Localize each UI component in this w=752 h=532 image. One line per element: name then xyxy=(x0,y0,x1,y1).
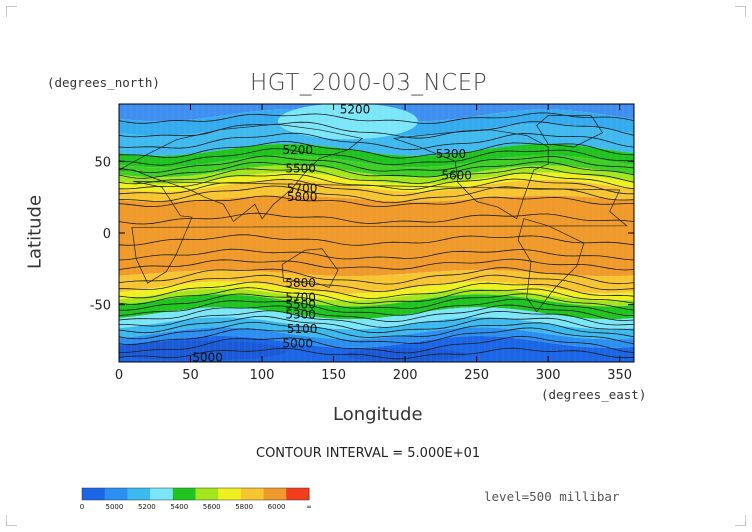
contour-value-label: 5300 xyxy=(285,308,316,322)
heatmap-band xyxy=(119,281,634,301)
contour-line xyxy=(119,321,634,340)
heatmap-band xyxy=(119,288,634,307)
contour-value-label: 5600 xyxy=(441,169,472,183)
contour-line xyxy=(119,327,634,346)
contour-value-label: 5700 xyxy=(285,291,316,305)
colorbar-label: 5600 xyxy=(203,503,221,511)
corner-mark-top-right xyxy=(735,6,746,17)
contour-value-label: 5500 xyxy=(285,298,316,312)
contour-line xyxy=(119,347,634,360)
x-tick-label: 250 xyxy=(464,368,489,383)
y-tick-label: 50 xyxy=(94,155,111,170)
south-low-region xyxy=(119,340,288,361)
colorbar-frame xyxy=(81,487,310,501)
colorbar-swatch xyxy=(195,488,219,500)
colorbar-label: ∞ xyxy=(306,503,312,511)
continent-outline xyxy=(517,218,585,313)
contour-interval-text: CONTOUR INTERVAL = 5.000E+01 xyxy=(256,446,481,461)
colorbar-swatch xyxy=(240,488,265,500)
colorbar-swatch xyxy=(286,488,310,500)
contour-line xyxy=(119,234,634,246)
colorbar-label: 5800 xyxy=(235,503,253,511)
colorbar-swatch xyxy=(218,488,242,500)
corner-mark-top-left xyxy=(6,6,17,17)
contour-value-label: 5800 xyxy=(285,276,316,290)
contour-line xyxy=(119,281,634,299)
contour-value-label: 5800 xyxy=(287,190,318,204)
x-tick-label: 150 xyxy=(321,368,346,383)
contour-line xyxy=(119,315,634,334)
contour-line xyxy=(119,298,634,316)
heatmap-band xyxy=(119,294,634,320)
contour-line xyxy=(119,195,634,208)
contour-line xyxy=(119,258,634,271)
x-tick-label: 300 xyxy=(536,368,561,383)
continent-outline xyxy=(119,123,364,223)
colorbar-swatch xyxy=(150,488,174,500)
corner-mark-bottom-left xyxy=(6,515,17,526)
x-units-label: (degrees_east) xyxy=(541,387,647,402)
contour-line xyxy=(119,287,634,305)
y-units-label: (degrees_north) xyxy=(47,75,160,90)
contour-value-label: 5500 xyxy=(285,162,316,176)
colorbar-label: 5200 xyxy=(138,503,156,511)
colorbar-label: 6000 xyxy=(268,503,286,511)
contour-value-label: 5200 xyxy=(283,143,314,157)
contour-line xyxy=(119,112,634,125)
level-label: level=500 millibar xyxy=(484,489,620,504)
north-low-region xyxy=(277,104,418,140)
x-tick-label: 350 xyxy=(607,368,632,383)
contour-line xyxy=(119,185,634,204)
contour-line xyxy=(119,132,634,151)
heatmap-band xyxy=(119,172,634,192)
contour-line xyxy=(119,212,634,225)
continent-outline xyxy=(131,181,628,284)
x-tick-label: 0 xyxy=(115,368,123,383)
contour-value-label: 5200 xyxy=(340,103,371,117)
colorbar-swatch xyxy=(82,488,106,500)
x-tick-label: 100 xyxy=(250,368,275,383)
colorbar-swatch xyxy=(104,488,128,500)
colorbar-label: 5000 xyxy=(106,503,124,511)
colorbar-swatch xyxy=(127,488,151,500)
contour-line xyxy=(119,335,634,354)
x-tick-label: 50 xyxy=(182,368,199,383)
contour-line xyxy=(119,274,634,293)
heatmap-band xyxy=(119,179,634,202)
y-tick-label: -50 xyxy=(90,299,111,314)
colorbar-swatch xyxy=(263,488,287,500)
heatmap-band xyxy=(119,155,634,178)
contour-line xyxy=(119,310,634,328)
corner-mark-bottom-right xyxy=(735,515,746,526)
contour-value-label: 5300 xyxy=(436,147,467,161)
continent-outline xyxy=(393,129,549,220)
x-tick-label: 200 xyxy=(393,368,418,383)
contour-line xyxy=(119,121,634,139)
contour-value-label: 5000 xyxy=(192,351,223,365)
colorbar-label: 5400 xyxy=(170,503,188,511)
heatmap-band xyxy=(119,143,634,168)
contour-line xyxy=(119,304,634,323)
contour-line xyxy=(119,293,634,311)
heatmap-band xyxy=(119,327,634,348)
south-low-region xyxy=(345,347,466,362)
heatmap-band xyxy=(119,165,634,185)
chart-title: HGT_2000-03_NCEP xyxy=(250,70,488,96)
contour-line xyxy=(119,178,634,197)
colorbar-label: 0 xyxy=(80,503,84,511)
contour-value-label: 5000 xyxy=(283,336,314,350)
x-axis-label: Longitude xyxy=(333,404,423,425)
y-tick-label: 0 xyxy=(103,227,111,242)
contour-value-label: 5100 xyxy=(287,322,318,336)
continent-outline xyxy=(536,115,604,148)
colorbar-swatch xyxy=(172,488,196,500)
continent-outline xyxy=(281,248,339,288)
contour-line xyxy=(119,267,634,285)
contour-value-label: 5700 xyxy=(287,182,318,196)
contour-line xyxy=(119,248,634,261)
heatmap-band xyxy=(119,195,634,277)
contour-line xyxy=(119,166,634,185)
